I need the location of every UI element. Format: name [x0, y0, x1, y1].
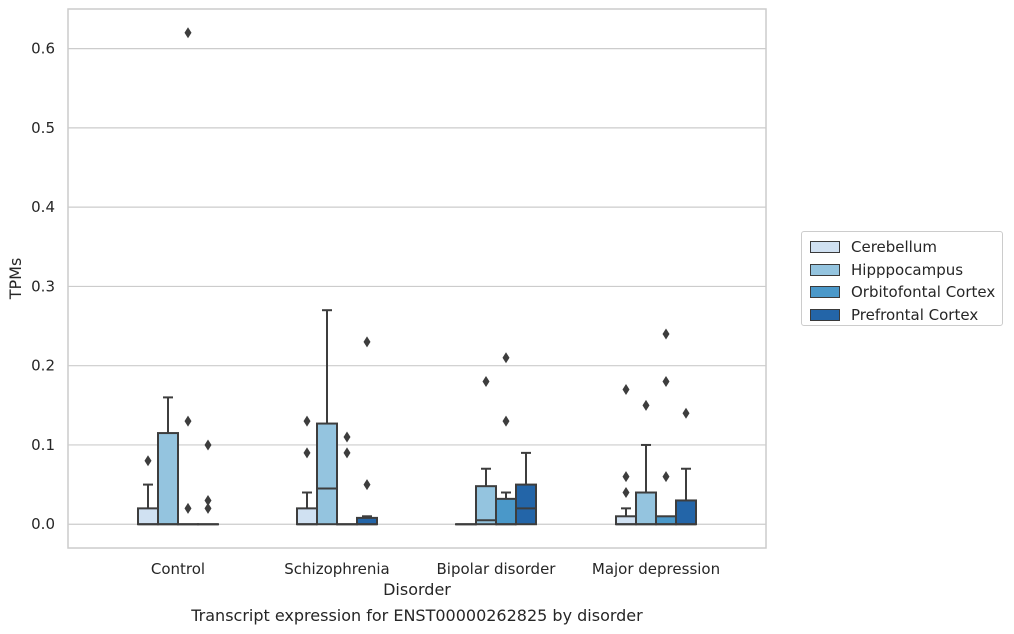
box-body: [635, 491, 657, 526]
box-hipppocampus: [316, 309, 338, 526]
outlier-point: [184, 415, 192, 427]
legend-label: Cerebellum: [851, 238, 937, 257]
outlier-point: [662, 471, 670, 483]
legend-item: Cerebellum: [810, 236, 1002, 259]
legend-label: Orbitofontal Cortex: [851, 283, 996, 302]
box-orbitofontal-cortex: [495, 352, 517, 526]
x-axis-ticks: Control Schizophrenia Bipolar disorder Majo…: [151, 560, 720, 578]
box-groups: [137, 27, 697, 526]
y-tick-label: 0.3: [31, 277, 55, 295]
x-axis-title: Disorder: [383, 580, 451, 599]
legend-swatch: [810, 241, 840, 254]
box-body: [137, 507, 159, 526]
legend-label: Hipppocampus: [851, 260, 964, 279]
box-prefrontal-cortex: [515, 451, 537, 526]
chart-legend: Cerebellum Hipppocampus Orbitofontal Corte…: [801, 231, 1003, 326]
box-body: [316, 422, 338, 526]
legend-item: Prefrontal Cortex: [810, 304, 1002, 327]
outlier-point: [682, 407, 690, 419]
y-axis-ticks: 0.0 0.1 0.2 0.3 0.4 0.5 0.6: [31, 40, 55, 534]
outlier-point: [482, 376, 490, 388]
chart-caption: Transcript expression for ENST0000026282…: [191, 606, 643, 625]
legend-swatch: [810, 286, 840, 299]
gridlines: [68, 48, 766, 525]
outlier-point: [204, 502, 212, 514]
box-orbitofontal-cortex: [655, 328, 677, 526]
x-tick-label: Schizophrenia: [284, 560, 389, 578]
box-hipppocampus: [635, 399, 657, 526]
outlier-point: [363, 479, 371, 491]
legend-item: Orbitofontal Cortex: [810, 281, 1002, 304]
y-tick-label: 0.1: [31, 436, 55, 454]
box-hipppocampus: [157, 396, 179, 526]
box-body: [475, 485, 497, 526]
box-orbitofontal-cortex: [336, 431, 358, 526]
box-prefrontal-cortex: [197, 439, 219, 526]
outlier-point: [303, 415, 311, 427]
outlier-point: [303, 447, 311, 459]
outlier-point: [662, 328, 670, 340]
y-tick-label: 0.5: [31, 119, 55, 137]
y-axis-title: TPMs: [6, 258, 25, 301]
box-body: [655, 515, 677, 526]
box-body: [157, 432, 179, 526]
outlier-point: [184, 502, 192, 514]
box-cerebellum: [615, 383, 637, 526]
box-orbitofontal-cortex: [177, 27, 199, 526]
legend-swatch: [810, 263, 840, 276]
x-tick-label: Bipolar disorder: [437, 560, 557, 578]
outlier-point: [184, 27, 192, 39]
outlier-point: [662, 376, 670, 388]
box-prefrontal-cortex: [356, 336, 378, 526]
outlier-point: [502, 415, 510, 427]
legend-item: Hipppocampus: [810, 259, 1002, 282]
y-tick-label: 0.4: [31, 198, 55, 216]
y-tick-label: 0.2: [31, 357, 55, 375]
box-body: [296, 507, 318, 526]
outlier-point: [144, 455, 152, 467]
outlier-point: [204, 439, 212, 451]
box-body: [675, 499, 697, 526]
legend-swatch: [810, 308, 840, 321]
box-cerebellum: [296, 415, 318, 526]
box-body: [495, 497, 517, 526]
outlier-point: [502, 352, 510, 364]
box-body: [515, 483, 537, 526]
box-cerebellum: [137, 455, 159, 526]
outlier-point: [343, 447, 351, 459]
outlier-point: [642, 399, 650, 411]
y-tick-label: 0.0: [31, 515, 55, 533]
x-tick-label: Control: [151, 560, 205, 578]
outlier-point: [204, 494, 212, 506]
box-hipppocampus: [475, 376, 497, 526]
legend-label: Prefrontal Cortex: [851, 305, 979, 324]
outlier-point: [343, 431, 351, 443]
outlier-point: [622, 383, 630, 395]
box-prefrontal-cortex: [675, 407, 697, 526]
plot-area-frame: [67, 8, 767, 549]
x-tick-label: Major depression: [592, 560, 720, 578]
box-body: [615, 515, 637, 526]
outlier-point: [622, 487, 630, 499]
y-tick-label: 0.6: [31, 40, 55, 58]
outlier-point: [363, 336, 371, 348]
outlier-point: [622, 471, 630, 483]
